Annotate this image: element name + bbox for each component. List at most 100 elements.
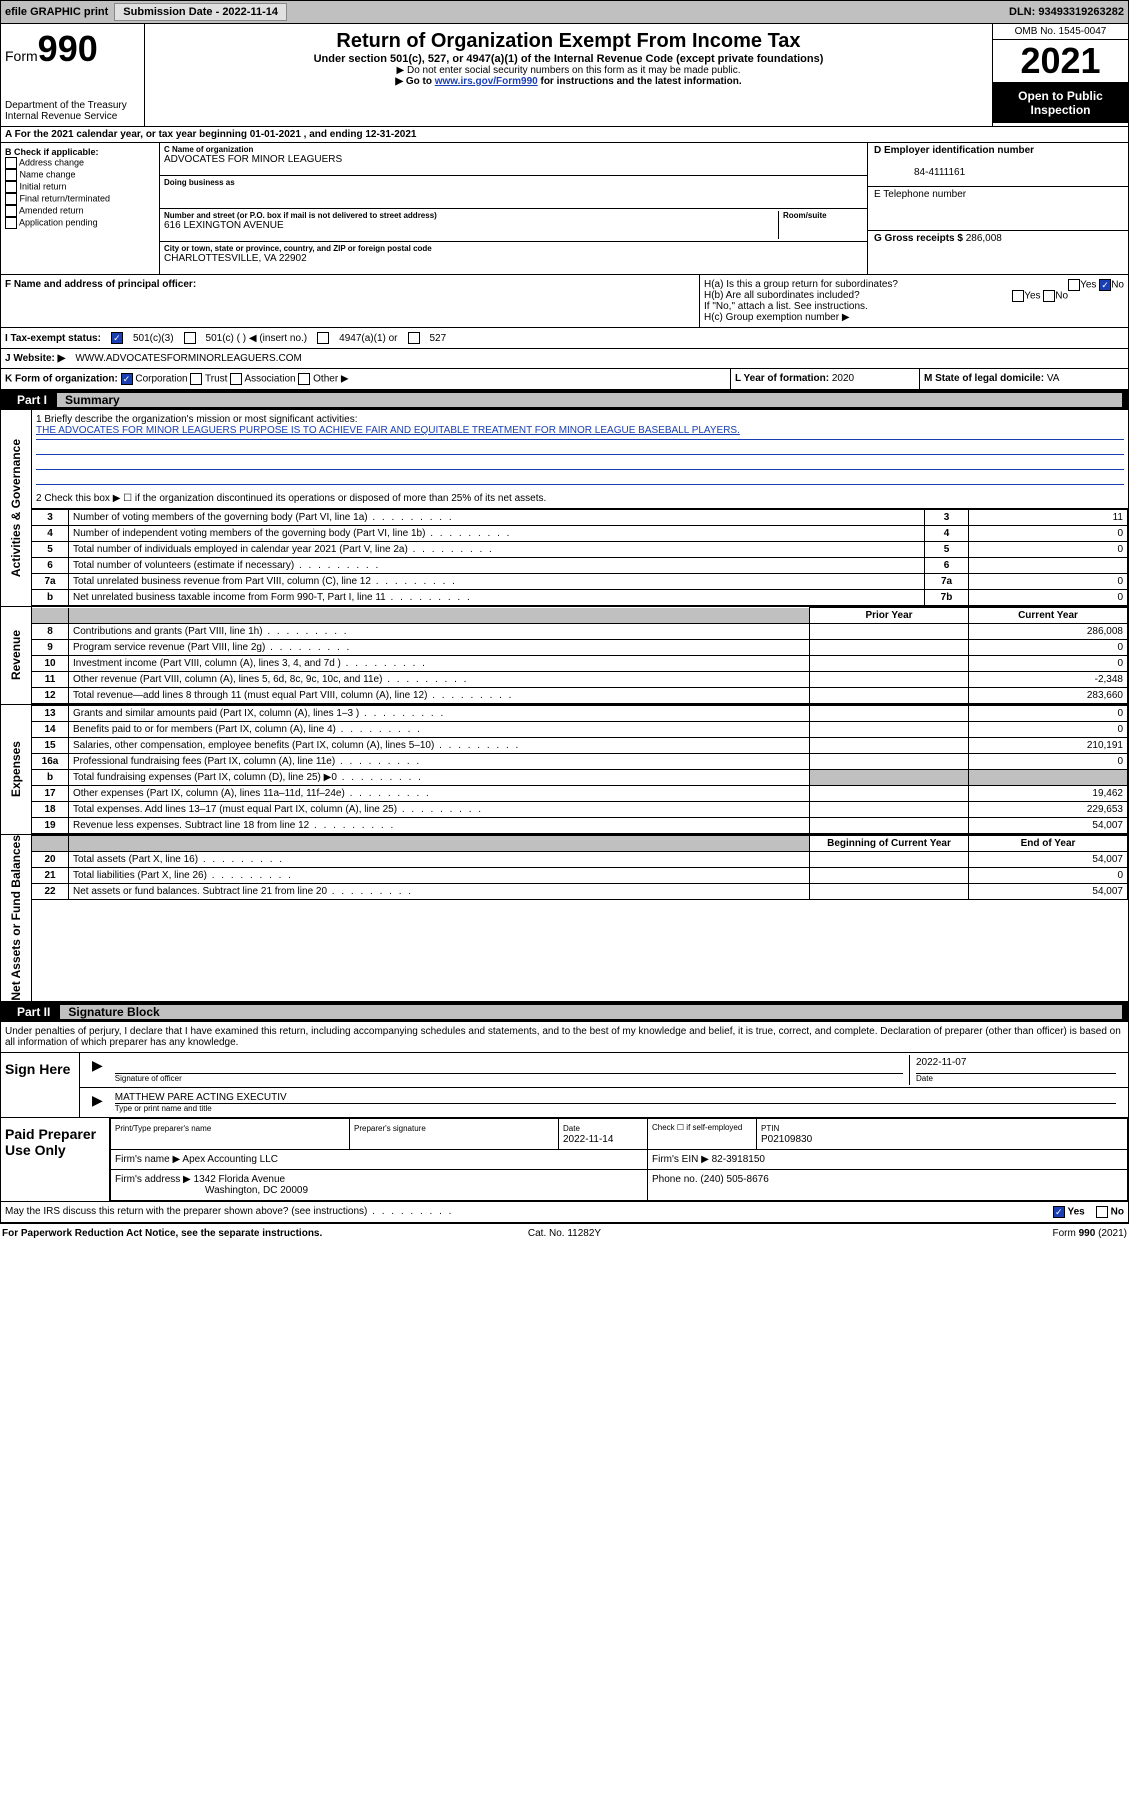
line-num: 19 xyxy=(32,818,69,834)
cb-527[interactable] xyxy=(408,332,420,344)
gov-line-6: 6Total number of volunteers (estimate if… xyxy=(32,558,1128,574)
addr-label: Number and street (or P.O. box if mail i… xyxy=(164,211,778,220)
open-to-public: Open to Public Inspection xyxy=(993,83,1128,123)
opt-trust: Trust xyxy=(205,374,227,385)
part-1-bar: Part I Summary xyxy=(0,390,1129,410)
checkbox-final-return[interactable] xyxy=(5,193,17,205)
row-i-label: I Tax-exempt status: xyxy=(5,333,101,344)
box-f: F Name and address of principal officer: xyxy=(1,275,700,327)
org-name-cell: C Name of organization ADVOCATES FOR MIN… xyxy=(160,143,867,176)
cb-assoc[interactable] xyxy=(230,373,242,385)
hb-yes-checkbox[interactable] xyxy=(1012,290,1024,302)
current-value: 0 xyxy=(969,754,1128,770)
prior-value xyxy=(810,656,969,672)
may-discuss-row: May the IRS discuss this return with the… xyxy=(0,1202,1129,1223)
arrow-icon: ▶ xyxy=(86,1055,109,1085)
line-value: 0 xyxy=(969,542,1128,558)
checkbox-name-change[interactable] xyxy=(5,169,17,181)
efile-label: efile GRAPHIC print xyxy=(5,6,108,18)
current-value: -2,348 xyxy=(969,672,1128,688)
officer-name-label: Type or print name and title xyxy=(115,1103,1116,1113)
cb-501c3[interactable]: ✓ xyxy=(111,332,123,344)
hb-yes: Yes xyxy=(1024,291,1040,302)
checkbox-app-pending[interactable] xyxy=(5,217,17,229)
address-cell: Number and street (or P.O. box if mail i… xyxy=(160,209,867,242)
gov-line-5: 5Total number of individuals employed in… xyxy=(32,542,1128,558)
submission-date-button[interactable]: Submission Date - 2022-11-14 xyxy=(114,3,287,21)
ha-yes: Yes xyxy=(1080,280,1096,291)
line-value: 0 xyxy=(969,590,1128,606)
dba-cell: Doing business as xyxy=(160,176,867,209)
prior-value xyxy=(810,786,969,802)
net-assets-table: Beginning of Current Year End of Year 20… xyxy=(32,835,1128,900)
line-desc: Investment income (Part VIII, column (A)… xyxy=(69,656,810,672)
checkbox-initial-return[interactable] xyxy=(5,181,17,193)
cb-other[interactable] xyxy=(298,373,310,385)
cb-501c[interactable] xyxy=(184,332,196,344)
current-value: 0 xyxy=(969,706,1128,722)
officer-name-row: ▶ MATTHEW PARE ACTING EXECUTIV Type or p… xyxy=(80,1088,1128,1117)
form-note-1: ▶ Do not enter social security numbers o… xyxy=(151,65,986,76)
line-desc: Total assets (Part X, line 16) xyxy=(69,852,810,868)
line-num: 12 xyxy=(32,688,69,704)
row-j-label: J Website: ▶ xyxy=(5,353,65,364)
box-b-title: B Check if applicable: xyxy=(5,147,99,157)
line-b: bTotal fundraising expenses (Part IX, co… xyxy=(32,770,1128,786)
line-num: 18 xyxy=(32,802,69,818)
begin-year-hdr: Beginning of Current Year xyxy=(810,836,969,852)
form-number: Form990 xyxy=(5,28,140,70)
cb-4947[interactable] xyxy=(317,332,329,344)
prior-value xyxy=(810,852,969,868)
line-desc: Number of independent voting members of … xyxy=(69,526,925,542)
city-cell: City or town, state or province, country… xyxy=(160,242,867,274)
expenses-table: 13Grants and similar amounts paid (Part … xyxy=(32,705,1128,834)
line-num: 8 xyxy=(32,624,69,640)
line-num: 13 xyxy=(32,706,69,722)
gov-line-b: bNet unrelated business taxable income f… xyxy=(32,590,1128,606)
form-subtitle: Under section 501(c), 527, or 4947(a)(1)… xyxy=(151,53,986,65)
line-num: 5 xyxy=(32,542,69,558)
checkbox-amended[interactable] xyxy=(5,205,17,217)
block-fgh: F Name and address of principal officer:… xyxy=(0,275,1129,328)
may-no-checkbox[interactable] xyxy=(1096,1206,1108,1218)
line-19: 19Revenue less expenses. Subtract line 1… xyxy=(32,818,1128,834)
website-value: WWW.ADVOCATESFORMINORLEAGUERS.COM xyxy=(75,353,302,364)
may-yes-checkbox[interactable]: ✓ xyxy=(1053,1206,1065,1218)
line-22: 22Net assets or fund balances. Subtract … xyxy=(32,884,1128,900)
firm-name-value: Apex Accounting LLC xyxy=(182,1154,278,1165)
line-num: 7a xyxy=(32,574,69,590)
sig-declaration: Under penalties of perjury, I declare th… xyxy=(1,1022,1128,1053)
ha-yes-checkbox[interactable] xyxy=(1068,279,1080,291)
dept-label: Department of the Treasury xyxy=(5,100,140,111)
cb-trust[interactable] xyxy=(190,373,202,385)
line-desc: Total number of individuals employed in … xyxy=(69,542,925,558)
cb-corp[interactable]: ✓ xyxy=(121,373,133,385)
irs-link[interactable]: www.irs.gov/Form990 xyxy=(435,76,538,87)
line-box: 6 xyxy=(925,558,969,574)
ha-no-checkbox[interactable]: ✓ xyxy=(1099,279,1111,291)
line-14: 14Benefits paid to or for members (Part … xyxy=(32,722,1128,738)
prep-name-label: Print/Type preparer's name xyxy=(115,1124,211,1133)
omb-number: OMB No. 1545-0047 xyxy=(993,24,1128,40)
current-value: 0 xyxy=(969,656,1128,672)
line-desc: Revenue less expenses. Subtract line 18 … xyxy=(69,818,810,834)
line-21: 21Total liabilities (Part X, line 26)0 xyxy=(32,868,1128,884)
ein-cell: D Employer identification number 84-4111… xyxy=(868,143,1128,187)
line-num: 21 xyxy=(32,868,69,884)
hb-no-checkbox[interactable] xyxy=(1043,290,1055,302)
block-bcde: B Check if applicable: Address change Na… xyxy=(0,143,1129,275)
prior-value xyxy=(810,754,969,770)
prior-value xyxy=(810,770,969,786)
line-desc: Program service revenue (Part VIII, line… xyxy=(69,640,810,656)
part-1-num: Part I xyxy=(7,393,57,407)
arrow-icon-2: ▶ xyxy=(86,1090,109,1115)
checkbox-address-change[interactable] xyxy=(5,157,17,169)
line-8: 8Contributions and grants (Part VIII, li… xyxy=(32,624,1128,640)
line-17: 17Other expenses (Part IX, column (A), l… xyxy=(32,786,1128,802)
box-l-label: L Year of formation: xyxy=(735,373,829,384)
prior-value xyxy=(810,802,969,818)
opt-corp: Corporation xyxy=(135,374,187,385)
prior-value xyxy=(810,640,969,656)
line-9: 9Program service revenue (Part VIII, lin… xyxy=(32,640,1128,656)
box-m-value: VA xyxy=(1047,373,1060,384)
